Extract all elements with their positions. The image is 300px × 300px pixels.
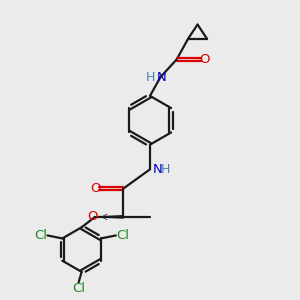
Text: H: H bbox=[161, 163, 170, 176]
Text: Cl: Cl bbox=[72, 282, 85, 295]
Text: Cl: Cl bbox=[34, 229, 47, 242]
Text: O: O bbox=[200, 53, 210, 66]
Polygon shape bbox=[99, 216, 123, 218]
Text: O: O bbox=[90, 182, 100, 195]
Text: Cl: Cl bbox=[116, 229, 129, 242]
Text: O: O bbox=[87, 210, 97, 224]
Text: N: N bbox=[157, 71, 167, 84]
Text: H: H bbox=[146, 71, 155, 84]
Text: N: N bbox=[153, 163, 162, 176]
